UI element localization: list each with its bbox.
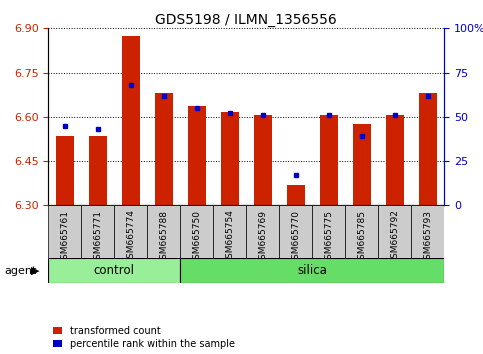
Bar	[419, 93, 437, 205]
Bar	[180, 205, 213, 258]
Bar	[378, 205, 412, 258]
Bar	[221, 112, 239, 205]
Text: GSM665785: GSM665785	[357, 210, 366, 264]
Bar	[353, 124, 371, 205]
Text: GSM665770: GSM665770	[291, 210, 300, 264]
Bar	[122, 36, 140, 205]
Bar	[412, 205, 444, 258]
Text: GSM665788: GSM665788	[159, 210, 168, 264]
Bar	[254, 115, 272, 205]
Text: GSM665761: GSM665761	[60, 210, 69, 264]
Title: GDS5198 / ILMN_1356556: GDS5198 / ILMN_1356556	[156, 13, 337, 27]
Bar	[279, 205, 313, 258]
Bar	[180, 258, 444, 283]
Text: GSM665769: GSM665769	[258, 210, 267, 264]
Text: GSM665775: GSM665775	[325, 210, 333, 264]
Bar	[48, 205, 81, 258]
Bar	[114, 205, 147, 258]
Text: GSM665774: GSM665774	[127, 210, 135, 264]
Text: GSM665754: GSM665754	[226, 210, 234, 264]
Text: GSM665771: GSM665771	[93, 210, 102, 264]
Bar	[155, 93, 173, 205]
Text: agent: agent	[5, 266, 37, 276]
Text: ▶: ▶	[31, 266, 40, 276]
Text: silica: silica	[298, 264, 327, 277]
Bar	[287, 185, 305, 205]
Bar	[386, 115, 404, 205]
Legend: transformed count, percentile rank within the sample: transformed count, percentile rank withi…	[53, 326, 235, 349]
Text: GSM665792: GSM665792	[390, 210, 399, 264]
Bar	[48, 258, 180, 283]
Bar	[213, 205, 246, 258]
Bar	[188, 107, 206, 205]
Text: GSM665793: GSM665793	[424, 210, 432, 264]
Text: control: control	[94, 264, 135, 277]
Bar	[81, 205, 114, 258]
Bar	[320, 115, 338, 205]
Bar	[56, 136, 74, 205]
Bar	[345, 205, 378, 258]
Bar	[89, 136, 107, 205]
Bar	[313, 205, 345, 258]
Bar	[246, 205, 279, 258]
Text: GSM665750: GSM665750	[192, 210, 201, 264]
Bar	[147, 205, 180, 258]
